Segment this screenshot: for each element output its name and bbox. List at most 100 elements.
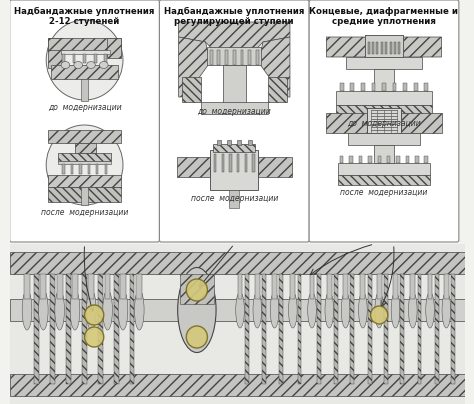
Bar: [248, 140, 252, 145]
Bar: [208, 47, 261, 65]
Bar: [336, 91, 432, 105]
Bar: [222, 154, 224, 172]
Ellipse shape: [391, 292, 400, 328]
Bar: [40, 274, 46, 299]
Bar: [403, 83, 407, 91]
Polygon shape: [398, 37, 442, 57]
Ellipse shape: [74, 61, 82, 69]
Bar: [346, 57, 422, 69]
Bar: [435, 274, 439, 384]
Bar: [376, 42, 378, 54]
Bar: [182, 77, 201, 102]
Bar: [262, 274, 266, 384]
Polygon shape: [179, 37, 210, 97]
Circle shape: [186, 326, 208, 348]
Bar: [66, 274, 71, 384]
Bar: [233, 50, 236, 65]
Bar: [237, 274, 242, 299]
Bar: [137, 274, 142, 299]
Ellipse shape: [38, 290, 48, 330]
Bar: [245, 154, 247, 172]
Polygon shape: [258, 37, 290, 97]
Bar: [73, 54, 75, 63]
Bar: [180, 274, 214, 304]
Bar: [406, 156, 409, 163]
Bar: [418, 274, 421, 384]
Ellipse shape: [70, 290, 80, 330]
Ellipse shape: [325, 292, 334, 328]
Bar: [272, 274, 277, 299]
Text: после  модернизации: после модернизации: [340, 188, 428, 197]
Bar: [87, 187, 121, 202]
Bar: [350, 274, 354, 384]
Bar: [317, 274, 320, 384]
Bar: [377, 274, 382, 299]
Bar: [365, 35, 403, 57]
Circle shape: [46, 125, 123, 205]
Ellipse shape: [135, 290, 144, 330]
Bar: [62, 164, 64, 174]
Bar: [336, 105, 432, 115]
Bar: [372, 42, 374, 54]
Bar: [444, 274, 449, 299]
Bar: [227, 140, 231, 145]
Bar: [105, 164, 107, 174]
Bar: [225, 50, 228, 65]
Ellipse shape: [236, 292, 245, 328]
Bar: [374, 145, 393, 163]
Ellipse shape: [61, 61, 70, 69]
Bar: [51, 65, 118, 79]
Bar: [248, 50, 251, 65]
Bar: [130, 274, 135, 384]
Bar: [338, 163, 430, 175]
Circle shape: [46, 20, 123, 100]
Bar: [57, 274, 63, 299]
Bar: [50, 274, 55, 384]
Bar: [368, 274, 372, 384]
Ellipse shape: [103, 290, 112, 330]
Ellipse shape: [55, 290, 64, 330]
Bar: [245, 274, 249, 384]
Bar: [120, 274, 126, 299]
Polygon shape: [401, 113, 442, 133]
Bar: [368, 156, 372, 163]
Bar: [114, 274, 119, 384]
Bar: [361, 83, 365, 91]
Bar: [398, 42, 401, 54]
Bar: [10, 374, 465, 396]
Bar: [372, 83, 375, 91]
Bar: [237, 154, 239, 172]
Bar: [48, 38, 121, 50]
Bar: [94, 54, 97, 63]
Bar: [390, 42, 392, 54]
FancyBboxPatch shape: [10, 0, 159, 242]
Bar: [81, 79, 89, 101]
Ellipse shape: [442, 292, 451, 328]
Bar: [88, 164, 90, 174]
Ellipse shape: [375, 292, 383, 328]
Bar: [210, 150, 258, 190]
Bar: [334, 274, 338, 384]
Bar: [361, 274, 365, 299]
Text: Концевые, диафрагменные и
средние уплотнения: Концевые, диафрагменные и средние уплотн…: [310, 7, 458, 26]
Bar: [256, 50, 259, 65]
Bar: [374, 69, 393, 91]
Bar: [48, 38, 63, 68]
Bar: [451, 274, 455, 384]
Bar: [10, 252, 465, 274]
Circle shape: [371, 306, 388, 324]
Ellipse shape: [87, 290, 96, 330]
Bar: [268, 77, 287, 102]
Ellipse shape: [118, 290, 128, 330]
Ellipse shape: [289, 292, 297, 328]
Bar: [291, 274, 295, 299]
Bar: [48, 130, 121, 143]
Bar: [252, 154, 255, 172]
Bar: [210, 50, 213, 65]
Bar: [177, 157, 210, 177]
Text: до  модернизации: до модернизации: [48, 103, 121, 112]
Bar: [428, 274, 432, 299]
Bar: [381, 42, 383, 54]
Bar: [378, 156, 381, 163]
Bar: [61, 50, 110, 54]
